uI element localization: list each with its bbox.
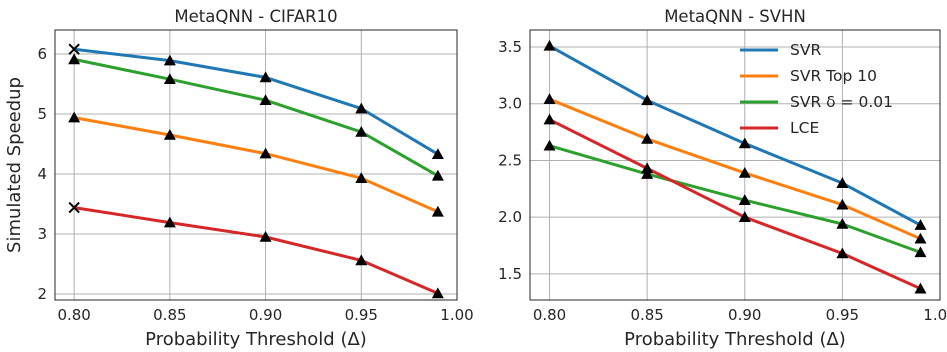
y-tick-label: 3 <box>37 225 47 243</box>
x-axis-label: Probability Threshold (Δ) <box>145 329 367 350</box>
x-tick-label: 0.95 <box>826 306 859 324</box>
x-tick-label: 0.80 <box>57 306 90 324</box>
y-axis-label: Simulated Speedup <box>4 77 25 253</box>
data-point-triangle-marker <box>431 205 444 217</box>
series-line <box>549 144 921 254</box>
series-line <box>73 47 439 156</box>
data-point-x-marker <box>68 43 80 55</box>
data-point-triangle-marker <box>836 177 849 188</box>
chart-title: MetaQNN - SVHN <box>664 7 806 26</box>
data-point-triangle-marker <box>914 246 927 258</box>
data-point-triangle-marker <box>163 129 176 140</box>
data-point-triangle-marker <box>259 231 272 242</box>
data-point-triangle-marker <box>641 94 654 106</box>
x-tick-label: 0.85 <box>153 306 186 324</box>
legend-label: SVR <box>790 41 821 59</box>
data-point-triangle-marker <box>355 254 368 266</box>
data-point-triangle-marker <box>914 232 927 244</box>
x-tick-label: 1.00 <box>923 306 947 324</box>
x-tick-label: 0.90 <box>728 306 761 324</box>
y-tick-label: 5 <box>37 105 47 123</box>
data-point-triangle-marker <box>355 126 368 137</box>
plot-frame <box>529 29 941 301</box>
legend-label: SVR δ = 0.01 <box>790 93 893 111</box>
data-point-triangle-marker <box>738 166 751 178</box>
legend-label: SVR Top 10 <box>790 67 877 85</box>
data-point-triangle-marker <box>914 282 927 294</box>
data-point-triangle-marker <box>163 54 176 66</box>
data-point-triangle-marker <box>641 132 654 144</box>
data-point-triangle-marker <box>163 73 176 84</box>
data-point-x-marker <box>68 201 80 214</box>
x-tick-label: 0.95 <box>345 306 378 324</box>
data-point-triangle-marker <box>431 169 444 181</box>
y-tick-label: 6 <box>37 45 47 63</box>
data-point-triangle-marker <box>431 287 444 299</box>
x-axis-label: Probability Threshold (Δ) <box>624 329 846 350</box>
data-point-triangle-marker <box>163 216 176 228</box>
data-point-triangle-marker <box>914 219 927 230</box>
data-point-triangle-marker <box>68 111 81 123</box>
series-line <box>548 118 922 291</box>
data-point-triangle-marker <box>259 94 272 105</box>
data-point-triangle-marker <box>738 194 751 205</box>
data-point-triangle-marker <box>68 53 81 65</box>
y-tick-label: 1.5 <box>498 265 522 283</box>
data-point-triangle-marker <box>259 147 272 159</box>
series-line <box>73 206 439 295</box>
y-tick-label: 2 <box>37 285 47 303</box>
data-point-triangle-marker <box>641 162 654 174</box>
y-tick-label: 3.5 <box>498 38 522 56</box>
x-tick-label: 0.80 <box>533 306 566 324</box>
y-tick-label: 3.0 <box>498 95 522 113</box>
y-tick-label: 4 <box>37 165 47 183</box>
data-point-triangle-marker <box>836 217 849 229</box>
series-line <box>548 97 922 241</box>
plot-frame <box>54 29 458 301</box>
y-tick-label: 2.0 <box>498 208 522 226</box>
data-point-triangle-marker <box>738 211 751 222</box>
x-tick-label: 0.85 <box>630 306 663 324</box>
data-point-triangle-marker <box>543 139 556 151</box>
chart-title: MetaQNN - CIFAR10 <box>174 7 337 26</box>
data-point-triangle-marker <box>641 168 654 179</box>
chart-cifar10: 0.80 0.85 0.90 0.95 1.00 2 3 4 5 6 MetaQNN - CIFAR… <box>4 7 474 350</box>
y-tick-label: 2.5 <box>498 151 522 169</box>
series-line <box>73 116 439 214</box>
data-point-triangle-marker <box>543 113 556 125</box>
data-point-triangle-marker <box>543 39 556 51</box>
data-point-triangle-marker <box>259 71 272 83</box>
data-point-triangle-marker <box>543 93 556 105</box>
data-point-triangle-marker <box>355 102 368 114</box>
legend-label: LCE <box>790 119 819 137</box>
data-point-triangle-marker <box>431 148 444 159</box>
data-point-triangle-marker <box>836 198 849 210</box>
data-point-triangle-marker <box>355 172 368 183</box>
x-tick-label: 0.90 <box>249 306 282 324</box>
x-tick-label: 1.00 <box>440 306 473 324</box>
data-point-triangle-marker <box>836 247 849 259</box>
data-point-triangle-marker <box>738 137 751 149</box>
chart-svhn: 0.80 0.85 0.90 0.95 1.00 1.5 2.0 2.5 3.0 3.5 MetaQ… <box>498 7 947 350</box>
